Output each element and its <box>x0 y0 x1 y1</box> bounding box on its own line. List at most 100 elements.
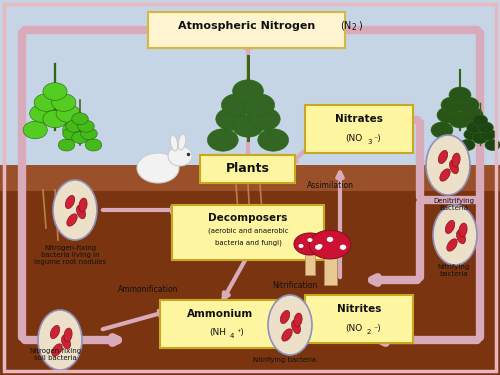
Bar <box>200 155 295 183</box>
Bar <box>305 247 315 275</box>
Ellipse shape <box>168 146 192 166</box>
Text: (N: (N <box>340 20 351 30</box>
Text: 2: 2 <box>352 24 357 33</box>
Text: ⁻): ⁻) <box>373 134 380 142</box>
Ellipse shape <box>308 238 312 242</box>
Ellipse shape <box>50 326 59 339</box>
Ellipse shape <box>62 121 87 139</box>
Ellipse shape <box>485 140 500 151</box>
Ellipse shape <box>232 80 264 102</box>
Ellipse shape <box>318 244 322 248</box>
Ellipse shape <box>433 205 477 265</box>
Ellipse shape <box>449 87 471 103</box>
Ellipse shape <box>79 198 87 212</box>
Ellipse shape <box>170 135 177 151</box>
Text: ⁻): ⁻) <box>373 324 380 333</box>
Text: Ammonium: Ammonium <box>187 309 253 319</box>
Text: (aerobic and anaerobic: (aerobic and anaerobic <box>208 228 288 234</box>
Ellipse shape <box>449 112 471 128</box>
Text: Nitrifying
bacteria: Nitrifying bacteria <box>438 264 470 276</box>
Ellipse shape <box>452 153 460 167</box>
Ellipse shape <box>63 128 79 140</box>
Ellipse shape <box>457 97 479 113</box>
Text: Nitrogen-fixing
bacteria living in
legume root nodules: Nitrogen-fixing bacteria living in legum… <box>34 245 106 265</box>
Bar <box>0 165 500 375</box>
Text: Nitrates: Nitrates <box>335 114 383 124</box>
Ellipse shape <box>294 313 302 327</box>
Ellipse shape <box>43 83 67 100</box>
Text: (NO: (NO <box>345 324 362 333</box>
Ellipse shape <box>437 107 459 123</box>
Ellipse shape <box>76 205 86 219</box>
Text: ⁺): ⁺) <box>236 327 244 336</box>
Ellipse shape <box>459 223 467 237</box>
Ellipse shape <box>30 105 54 122</box>
Ellipse shape <box>244 94 274 116</box>
Ellipse shape <box>431 122 453 138</box>
Ellipse shape <box>441 97 463 113</box>
Ellipse shape <box>52 94 76 111</box>
Text: bacteria and fungi): bacteria and fungi) <box>214 240 282 246</box>
Bar <box>324 249 336 285</box>
Ellipse shape <box>62 335 70 349</box>
Ellipse shape <box>461 107 483 123</box>
Bar <box>172 205 324 260</box>
Ellipse shape <box>208 129 238 151</box>
Text: 3: 3 <box>367 139 372 145</box>
Text: (NO: (NO <box>345 134 362 142</box>
Text: Nitrites: Nitrites <box>337 304 381 314</box>
Bar <box>148 12 345 48</box>
Ellipse shape <box>446 220 454 234</box>
Ellipse shape <box>56 105 80 122</box>
Ellipse shape <box>81 128 97 140</box>
Ellipse shape <box>340 244 346 250</box>
Text: Atmospheric Nitrogen: Atmospheric Nitrogen <box>178 21 316 31</box>
Ellipse shape <box>53 180 97 240</box>
Ellipse shape <box>268 295 312 355</box>
Text: 4: 4 <box>230 333 234 339</box>
Text: Nitrification: Nitrification <box>272 280 318 290</box>
Text: Nitrifying bacteria: Nitrifying bacteria <box>254 357 316 363</box>
Ellipse shape <box>456 230 466 244</box>
Ellipse shape <box>292 320 300 334</box>
Bar <box>0 165 500 191</box>
Ellipse shape <box>478 122 494 133</box>
Ellipse shape <box>43 110 67 128</box>
Ellipse shape <box>327 237 333 242</box>
Text: ): ) <box>358 20 362 30</box>
Ellipse shape <box>232 115 264 137</box>
Ellipse shape <box>472 115 488 126</box>
Ellipse shape <box>460 140 475 151</box>
Ellipse shape <box>137 153 179 183</box>
Bar <box>305 105 413 153</box>
Ellipse shape <box>85 139 102 151</box>
Ellipse shape <box>464 129 479 140</box>
Text: Plants: Plants <box>226 162 270 176</box>
Ellipse shape <box>66 120 82 132</box>
Ellipse shape <box>178 134 186 150</box>
Ellipse shape <box>72 132 88 144</box>
Ellipse shape <box>64 328 72 342</box>
Text: 2: 2 <box>367 329 372 335</box>
Ellipse shape <box>294 233 326 255</box>
Ellipse shape <box>280 310 289 324</box>
Bar <box>160 300 280 348</box>
Ellipse shape <box>258 129 288 151</box>
Text: Assimilation: Assimilation <box>306 180 354 189</box>
Text: Nitrogen-fixing
soil bacteria: Nitrogen-fixing soil bacteria <box>29 348 81 361</box>
Text: Ammonification: Ammonification <box>118 285 178 294</box>
Text: Denitrifying
Bacteria: Denitrifying Bacteria <box>434 198 474 211</box>
Ellipse shape <box>480 129 496 140</box>
Ellipse shape <box>467 122 489 138</box>
Ellipse shape <box>222 94 252 116</box>
Bar <box>305 295 413 343</box>
Ellipse shape <box>34 94 58 111</box>
Ellipse shape <box>438 150 448 164</box>
Ellipse shape <box>250 108 280 130</box>
Ellipse shape <box>282 329 292 341</box>
Ellipse shape <box>72 113 88 125</box>
Ellipse shape <box>447 239 457 251</box>
Ellipse shape <box>78 120 94 132</box>
Text: Decomposers: Decomposers <box>208 213 288 223</box>
Ellipse shape <box>66 195 74 208</box>
